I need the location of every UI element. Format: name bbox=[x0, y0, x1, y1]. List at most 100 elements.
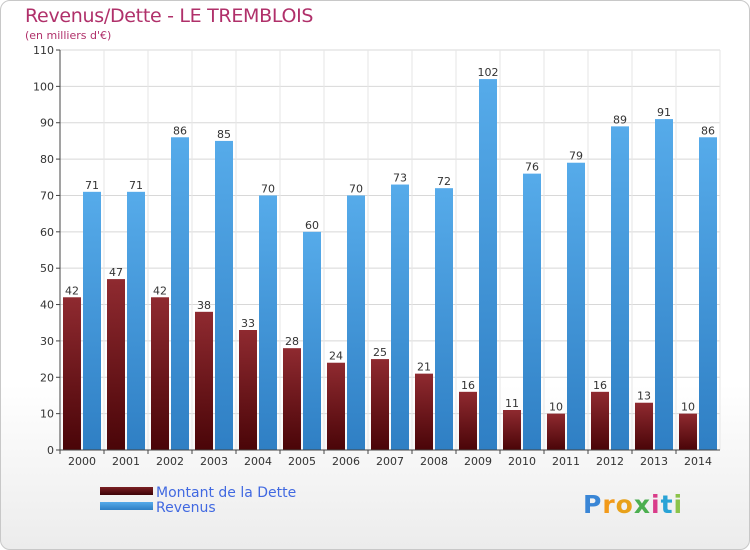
x-tick-label: 2012 bbox=[596, 455, 624, 468]
proxiti-logo: Proxiti bbox=[583, 490, 683, 519]
data-label-debt: 38 bbox=[197, 299, 211, 312]
data-label-debt: 16 bbox=[461, 379, 475, 392]
data-label-revenus: 71 bbox=[85, 179, 99, 192]
data-label-revenus: 73 bbox=[393, 172, 407, 185]
data-label-revenus: 76 bbox=[525, 161, 539, 174]
x-tick-label: 2014 bbox=[684, 455, 712, 468]
bar-revenus bbox=[215, 140, 233, 450]
x-tick-label: 2011 bbox=[552, 455, 580, 468]
bar-debt bbox=[415, 373, 433, 450]
data-label-debt: 11 bbox=[505, 397, 519, 410]
legend-swatch-debt bbox=[100, 487, 153, 495]
x-tick-label: 2000 bbox=[68, 455, 96, 468]
bar-debt bbox=[635, 402, 653, 450]
data-label-debt: 47 bbox=[109, 266, 123, 279]
y-tick-label: 110 bbox=[33, 44, 54, 57]
x-tick-label: 2007 bbox=[376, 455, 404, 468]
data-label-revenus: 89 bbox=[613, 113, 627, 126]
y-tick-label: 50 bbox=[40, 262, 54, 275]
bar-debt bbox=[195, 311, 213, 450]
bar-debt bbox=[107, 279, 125, 450]
data-label-revenus: 70 bbox=[261, 182, 275, 195]
x-tick-label: 2002 bbox=[156, 455, 184, 468]
x-tick-label: 2001 bbox=[112, 455, 140, 468]
bar-revenus bbox=[435, 188, 453, 450]
bar-revenus bbox=[523, 173, 541, 451]
data-label-debt: 42 bbox=[153, 284, 167, 297]
bar-revenus bbox=[303, 231, 321, 450]
bar-debt bbox=[371, 359, 389, 450]
bar-revenus bbox=[259, 195, 277, 450]
x-tick-label: 2009 bbox=[464, 455, 492, 468]
x-tick-label: 2006 bbox=[332, 455, 360, 468]
bar-debt bbox=[327, 362, 345, 450]
y-tick-label: 80 bbox=[40, 153, 54, 166]
bar-debt bbox=[591, 391, 609, 450]
legend-label-debt: Montant de la Dette bbox=[156, 485, 297, 501]
x-tick-label: 2004 bbox=[244, 455, 272, 468]
data-label-debt: 42 bbox=[65, 284, 79, 297]
data-label-revenus: 79 bbox=[569, 150, 583, 163]
bar-revenus bbox=[699, 137, 717, 451]
logo-letter: o bbox=[615, 490, 634, 519]
bar-revenus bbox=[347, 195, 365, 450]
logo-letter: P bbox=[583, 490, 603, 519]
data-label-revenus: 86 bbox=[173, 124, 187, 137]
bar-revenus bbox=[611, 126, 629, 450]
data-label-debt: 13 bbox=[637, 390, 651, 403]
data-label-revenus: 102 bbox=[478, 66, 499, 79]
bar-revenus bbox=[171, 137, 189, 451]
data-label-debt: 25 bbox=[373, 346, 387, 359]
bar-revenus bbox=[567, 162, 585, 450]
bar-debt bbox=[283, 348, 301, 450]
logo-letter: i bbox=[651, 490, 661, 519]
legend-label-revenus: Revenus bbox=[156, 500, 216, 516]
bar-revenus bbox=[479, 79, 497, 450]
y-tick-label: 10 bbox=[40, 408, 54, 421]
bar-revenus bbox=[391, 184, 409, 450]
chart-title: Revenus/Dette - LE TREMBLOIS bbox=[25, 5, 314, 27]
data-label-debt: 33 bbox=[241, 317, 255, 330]
bar-debt bbox=[151, 297, 169, 450]
data-label-debt: 16 bbox=[593, 379, 607, 392]
data-label-revenus: 70 bbox=[349, 182, 363, 195]
data-label-debt: 24 bbox=[329, 350, 343, 363]
data-label-debt: 21 bbox=[417, 361, 431, 374]
y-tick-label: 40 bbox=[40, 299, 54, 312]
bar-debt bbox=[63, 297, 81, 450]
y-tick-label: 90 bbox=[40, 117, 54, 130]
data-label-debt: 10 bbox=[549, 401, 563, 414]
legend-swatch-revenus bbox=[100, 502, 153, 510]
bar-debt bbox=[503, 410, 521, 450]
y-tick-label: 30 bbox=[40, 335, 54, 348]
bar-revenus bbox=[83, 191, 101, 450]
y-tick-label: 100 bbox=[33, 80, 54, 93]
data-label-revenus: 86 bbox=[701, 124, 715, 137]
data-label-revenus: 60 bbox=[305, 219, 319, 232]
bar-debt bbox=[679, 413, 697, 450]
x-tick-label: 2013 bbox=[640, 455, 668, 468]
x-tick-label: 2010 bbox=[508, 455, 536, 468]
logo-letter: i bbox=[673, 490, 684, 519]
logo-letter: x bbox=[633, 490, 651, 519]
y-tick-label: 0 bbox=[47, 444, 54, 457]
data-label-debt: 28 bbox=[285, 335, 299, 348]
logo-letter: t bbox=[660, 490, 674, 519]
x-tick-label: 2005 bbox=[288, 455, 316, 468]
bar-debt bbox=[459, 391, 477, 450]
y-tick-label: 60 bbox=[40, 226, 54, 239]
y-tick-label: 20 bbox=[40, 371, 54, 384]
x-tick-label: 2008 bbox=[420, 455, 448, 468]
bar-debt bbox=[239, 330, 257, 450]
data-label-revenus: 71 bbox=[129, 179, 143, 192]
bar-revenus bbox=[655, 119, 673, 450]
bar-debt bbox=[547, 413, 565, 450]
data-label-debt: 10 bbox=[681, 401, 695, 414]
y-tick-label: 70 bbox=[40, 189, 54, 202]
data-label-revenus: 72 bbox=[437, 175, 451, 188]
x-tick-label: 2003 bbox=[200, 455, 228, 468]
bar-revenus bbox=[127, 191, 145, 450]
data-label-revenus: 91 bbox=[657, 106, 671, 119]
logo-letter: r bbox=[602, 490, 616, 519]
